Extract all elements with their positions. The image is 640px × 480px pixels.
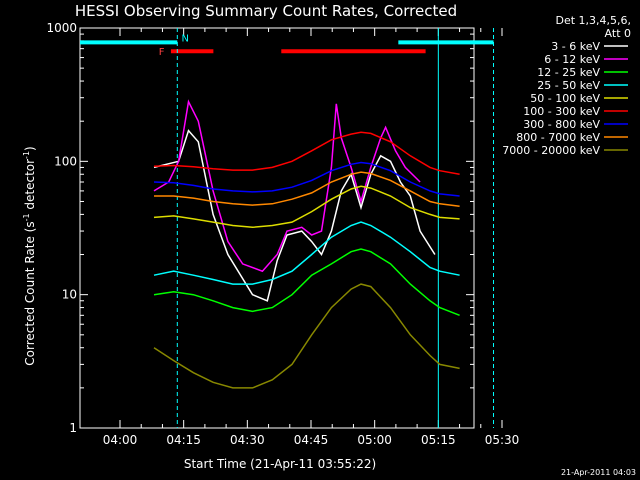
- series-line-1: [153, 99, 421, 273]
- y-label-mid: detector: [23, 159, 37, 214]
- y-tick-label-2: 100: [54, 154, 77, 168]
- y-label-sup2: -1: [22, 151, 31, 159]
- series-line-0: [153, 129, 436, 302]
- legend-label-2: 12 - 25 keV: [537, 66, 600, 79]
- svg-text:Corrected Count Rate (s-1 dete: Corrected Count Rate (s-1 detector-1): [22, 146, 37, 365]
- plot-frame: [79, 27, 475, 429]
- flag-f-label: F: [159, 47, 165, 58]
- x-tick-label-5: 05:15: [421, 433, 456, 447]
- y-label-end: ): [23, 146, 37, 151]
- y-label-main: Corrected Count Rate (s: [23, 221, 37, 365]
- chart-title: HESSI Observing Summary Count Rates, Cor…: [75, 2, 457, 20]
- x-axis-label: Start Time (21-Apr-11 03:55:22): [184, 457, 376, 471]
- series-line-6: [153, 161, 460, 197]
- legend-label-4: 50 - 100 keV: [530, 92, 600, 105]
- series-line-2: [153, 248, 460, 316]
- legend-label-6: 300 - 800 keV: [523, 118, 600, 131]
- x-tick-label-4: 05:00: [357, 433, 392, 447]
- series-line-3: [153, 221, 460, 285]
- legend-label-1: 6 - 12 keV: [544, 53, 600, 66]
- legend-header-line2: Att 0: [605, 27, 631, 40]
- y-tick-label-1: 10: [62, 288, 77, 302]
- x-tick-label-0: 04:00: [103, 433, 138, 447]
- plot-area: 04:00 04:15 04:30 04:45 05:00 05:15 05:30 1 10 10…: [46, 21, 519, 447]
- legend-label-7: 800 - 7000 keV: [516, 131, 600, 144]
- legend-label-5: 100 - 300 keV: [523, 105, 600, 118]
- flag-n-label: N: [182, 33, 189, 44]
- series-line-8: [153, 283, 460, 389]
- series-line-7: [154, 171, 460, 208]
- legend-label-8: 7000 - 20000 keV: [502, 144, 600, 157]
- series-line-5: [153, 131, 460, 176]
- footer-timestamp: 21-Apr-2011 04:03: [561, 468, 636, 477]
- y-label-sup1: -1: [22, 213, 31, 221]
- y-tick-label-3: 1000: [46, 21, 77, 35]
- y-tick-label-0: 1: [69, 421, 77, 435]
- x-tick-label-1: 04:15: [166, 433, 201, 447]
- x-tick-label-3: 04:45: [294, 433, 329, 447]
- x-tick-label-6: 05:30: [485, 433, 520, 447]
- legend-header-line1: Det 1,3,4,5,6,: [555, 14, 631, 27]
- y-axis-label: Corrected Count Rate (s-1 detector-1): [22, 146, 37, 365]
- legend-label-0: 3 - 6 keV: [551, 40, 600, 53]
- series-line-4: [153, 185, 460, 229]
- x-tick-label-2: 04:30: [230, 433, 265, 447]
- legend-label-3: 25 - 50 keV: [537, 79, 600, 92]
